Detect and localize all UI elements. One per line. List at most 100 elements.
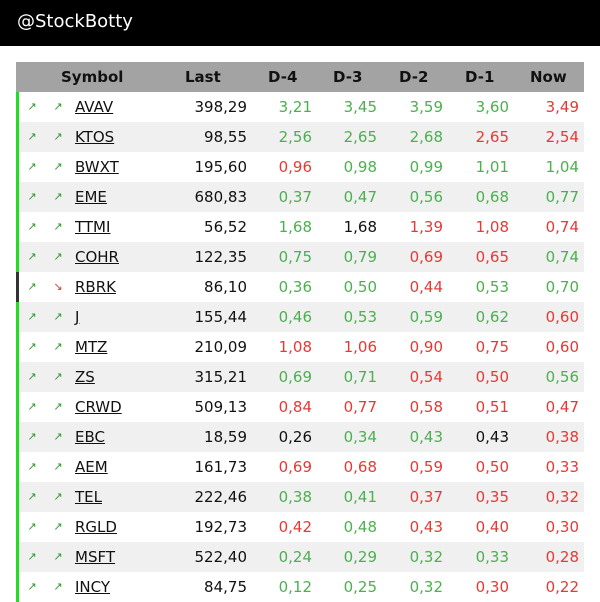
table-body: ↗ ↗ AVAV 398,29 3,21 3,45 3,59 3,60 3,49 ↗ ↗ KTOS 98… [16, 92, 584, 602]
trend-indicator-bar [16, 422, 19, 452]
symbol-link[interactable]: AVAV [75, 98, 114, 116]
table-row[interactable]: ↗ ↗ EME 680,83 0,37 0,47 0,56 0,68 0,77 [16, 182, 584, 212]
symbol-link[interactable]: INCY [75, 578, 111, 596]
last-price: 315,21 [194, 368, 248, 386]
value-d2: 3,59 [409, 98, 443, 116]
value-d3: 0,71 [343, 368, 377, 386]
value-now: 0,30 [545, 518, 579, 536]
arrow-up-right-icon: ↗ [27, 280, 37, 293]
value-now: 1,04 [545, 158, 579, 176]
table-row[interactable]: ↗ ↗ KTOS 98,55 2,56 2,65 2,68 2,65 2,54 [16, 122, 584, 152]
table-row[interactable]: ↗ ↘ RBRK 86,10 0,36 0,50 0,44 0,53 0,70 [16, 272, 584, 302]
symbol-link[interactable]: BWXT [75, 158, 119, 176]
value-now: 0,33 [545, 458, 579, 476]
table-row[interactable]: ↗ ↗ TEL 222,46 0,38 0,41 0,37 0,35 0,32 [16, 482, 584, 512]
table-row[interactable]: ↗ ↗ AVAV 398,29 3,21 3,45 3,59 3,60 3,49 [16, 92, 584, 122]
value-now: 0,60 [545, 308, 579, 326]
value-d3: 1,06 [343, 338, 377, 356]
value-d3: 0,98 [343, 158, 377, 176]
value-d2: 0,43 [409, 428, 443, 446]
symbol-link[interactable]: KTOS [75, 128, 115, 146]
value-d4: 0,36 [278, 278, 312, 296]
symbol-link[interactable]: AEM [75, 458, 108, 476]
trend-indicator-bar [16, 452, 19, 482]
table-row[interactable]: ↗ ↗ ZS 315,21 0,69 0,71 0,54 0,50 0,56 [16, 362, 584, 392]
arrow-up-right-icon: ↗ [53, 340, 63, 353]
table-row[interactable]: ↗ ↗ EBC 18,59 0,26 0,34 0,43 0,43 0,38 [16, 422, 584, 452]
table-row[interactable]: ↗ ↗ BWXT 195,60 0,96 0,98 0,99 1,01 1,04 [16, 152, 584, 182]
symbol-link[interactable]: EBC [75, 428, 105, 446]
value-d4: 0,75 [278, 248, 312, 266]
last-price: 84,75 [204, 578, 247, 596]
value-now: 3,49 [545, 98, 579, 116]
value-d1: 0,30 [475, 578, 509, 596]
symbol-link[interactable]: J [75, 308, 80, 326]
arrow-up-right-icon: ↗ [27, 220, 37, 233]
value-d3: 0,34 [343, 428, 377, 446]
symbol-link[interactable]: RGLD [75, 518, 117, 536]
arrow-up-right-icon: ↗ [27, 130, 37, 143]
arrow-up-right-icon: ↗ [27, 100, 37, 113]
value-d4: 2,56 [278, 128, 312, 146]
arrow-up-right-icon: ↗ [53, 580, 63, 593]
symbol-link[interactable]: RBRK [75, 278, 116, 296]
symbol-link[interactable]: COHR [75, 248, 119, 266]
last-price: 222,46 [194, 488, 248, 506]
column-header-d1[interactable]: D-1 [465, 68, 495, 86]
value-d2: 0,59 [409, 308, 443, 326]
symbol-link[interactable]: EME [75, 188, 107, 206]
last-price: 195,60 [194, 158, 248, 176]
arrow-up-right-icon: ↗ [27, 460, 37, 473]
arrow-up-right-icon: ↗ [53, 520, 63, 533]
table-row[interactable]: ↗ ↗ AEM 161,73 0,69 0,68 0,59 0,50 0,33 [16, 452, 584, 482]
last-price: 509,13 [194, 398, 248, 416]
column-header-d4[interactable]: D-4 [268, 68, 298, 86]
value-d1: 3,60 [475, 98, 509, 116]
symbol-link[interactable]: TEL [75, 488, 102, 506]
symbol-link[interactable]: MSFT [75, 548, 115, 566]
column-header-last[interactable]: Last [185, 68, 221, 86]
column-header-now[interactable]: Now [530, 68, 567, 86]
table-row[interactable]: ↗ ↗ J 155,44 0,46 0,53 0,59 0,62 0,60 [16, 302, 584, 332]
value-d1: 0,68 [475, 188, 509, 206]
value-d4: 1,08 [278, 338, 312, 356]
trend-indicator-bar [16, 92, 19, 122]
arrow-up-right-icon: ↗ [53, 220, 63, 233]
table-row[interactable]: ↗ ↗ INCY 84,75 0,12 0,25 0,32 0,30 0,22 [16, 572, 584, 602]
table-row[interactable]: ↗ ↗ COHR 122,35 0,75 0,79 0,69 0,65 0,74 [16, 242, 584, 272]
value-d2: 0,90 [409, 338, 443, 356]
arrow-up-right-icon: ↗ [53, 550, 63, 563]
symbol-link[interactable]: CRWD [75, 398, 122, 416]
table-row[interactable]: ↗ ↗ TTMI 56,52 1,68 1,68 1,39 1,08 0,74 [16, 212, 584, 242]
last-price: 86,10 [204, 278, 247, 296]
trend-indicator-bar [16, 332, 19, 362]
value-d1: 0,50 [475, 368, 509, 386]
table-row[interactable]: ↗ ↗ CRWD 509,13 0,84 0,77 0,58 0,51 0,47 [16, 392, 584, 422]
column-header-d2[interactable]: D-2 [399, 68, 429, 86]
arrow-up-right-icon: ↗ [27, 250, 37, 263]
value-now: 0,22 [545, 578, 579, 596]
value-d1: 0,35 [475, 488, 509, 506]
value-now: 2,54 [545, 128, 579, 146]
arrow-up-right-icon: ↗ [27, 400, 37, 413]
last-price: 98,55 [204, 128, 247, 146]
trend-indicator-bar [16, 542, 19, 572]
table-row[interactable]: ↗ ↗ MSFT 522,40 0,24 0,29 0,32 0,33 0,28 [16, 542, 584, 572]
table-row[interactable]: ↗ ↗ RGLD 192,73 0,42 0,48 0,43 0,40 0,30 [16, 512, 584, 542]
trend-indicator-bar [16, 482, 19, 512]
column-header-symbol[interactable]: Symbol [61, 68, 124, 86]
symbol-link[interactable]: MTZ [75, 338, 108, 356]
value-now: 0,56 [545, 368, 579, 386]
table-row[interactable]: ↗ ↗ MTZ 210,09 1,08 1,06 0,90 0,75 0,60 [16, 332, 584, 362]
value-d3: 0,41 [343, 488, 377, 506]
trend-indicator-bar [16, 122, 19, 152]
trend-indicator-bar [16, 512, 19, 542]
column-header-d3[interactable]: D-3 [333, 68, 363, 86]
value-d4: 0,37 [278, 188, 312, 206]
value-d1: 0,43 [475, 428, 509, 446]
trend-indicator-bar [16, 182, 19, 212]
arrow-up-right-icon: ↗ [27, 520, 37, 533]
symbol-link[interactable]: TTMI [75, 218, 111, 236]
symbol-link[interactable]: ZS [75, 368, 95, 386]
value-d3: 0,25 [343, 578, 377, 596]
